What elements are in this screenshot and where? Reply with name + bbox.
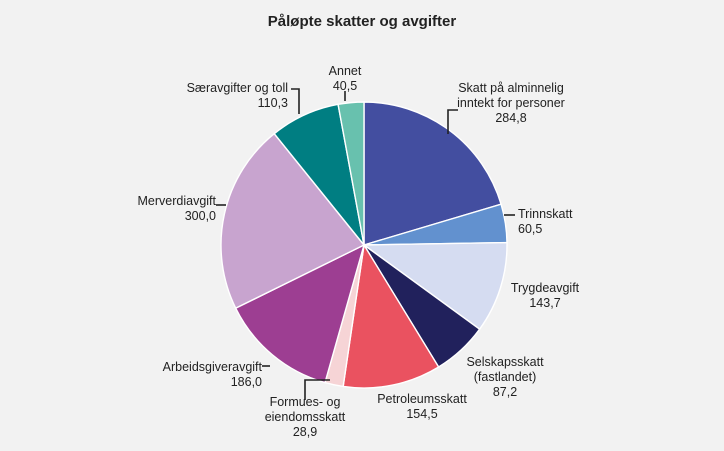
slice-name-label: Trygdeavgift bbox=[511, 281, 580, 295]
slice-name-label: Formues- og bbox=[270, 395, 341, 409]
slice-value-label: 300,0 bbox=[185, 209, 216, 223]
slice-label: Skatt på alminnelig inntekt for personer 2… bbox=[457, 81, 565, 125]
slice-name-label: Trinnskatt bbox=[518, 207, 573, 221]
slice-name-label: inntekt for personer bbox=[457, 96, 565, 110]
slice-name-label: Merverdiavgift bbox=[138, 194, 217, 208]
slice-label: Petroleumsskatt 154,5 bbox=[377, 392, 467, 421]
slice-label: Selskapsskatt (fastlandet) 87,2 bbox=[466, 355, 544, 399]
pie-slice bbox=[342, 242, 440, 389]
pie-slice bbox=[363, 101, 502, 246]
slice-value-label: 40,5 bbox=[333, 79, 357, 93]
slice-label: Trinnskatt 60,5 bbox=[518, 207, 573, 236]
slice-name-label: eiendomsskatt bbox=[265, 410, 346, 424]
leader-lines bbox=[216, 88, 515, 400]
leader-line bbox=[447, 109, 458, 134]
slice-value-label: 154,5 bbox=[406, 407, 437, 421]
slice-value-label: 60,5 bbox=[518, 222, 542, 236]
slice-value-label: 28,9 bbox=[293, 425, 317, 439]
slice-name-label: Petroleumsskatt bbox=[377, 392, 467, 406]
slice-value-label: 87,2 bbox=[493, 385, 517, 399]
slice-value-label: 143,7 bbox=[529, 296, 560, 310]
slice-name-label: (fastlandet) bbox=[474, 370, 537, 384]
pie-slice bbox=[361, 241, 508, 331]
slice-label: Arbeidsgiveravgift 186,0 bbox=[163, 360, 263, 389]
slice-name-label: Arbeidsgiveravgift bbox=[163, 360, 263, 374]
slice-name-label: Selskapsskatt bbox=[466, 355, 544, 369]
leader-line bbox=[291, 88, 300, 114]
pie-slices bbox=[220, 101, 508, 389]
pie-slice bbox=[220, 132, 366, 310]
slice-name-label: Annet bbox=[329, 64, 362, 78]
slice-value-label: 110,3 bbox=[258, 96, 288, 110]
slice-label: Merverdiavgift 300,0 bbox=[138, 194, 217, 223]
leader-line bbox=[304, 379, 330, 400]
slice-label: Annet 40,5 bbox=[329, 64, 362, 93]
slice-value-label: 186,0 bbox=[231, 375, 262, 389]
chart-title: Påløpte skatter og avgifter bbox=[268, 13, 457, 30]
slice-labels: Skatt på alminnelig inntekt for personer 2… bbox=[138, 64, 580, 439]
slice-name-label: Skatt på alminnelig bbox=[458, 81, 564, 95]
slice-label: Trygdeavgift 143,7 bbox=[511, 281, 580, 310]
slice-label: Formues- og eiendomsskatt 28,9 bbox=[265, 395, 346, 439]
slice-label: Særavgifter og toll 110,3 bbox=[187, 81, 288, 110]
pie-slice bbox=[337, 101, 365, 246]
slice-value-label: 284,8 bbox=[495, 111, 526, 125]
slice-name-label: Særavgifter og toll bbox=[187, 81, 288, 95]
